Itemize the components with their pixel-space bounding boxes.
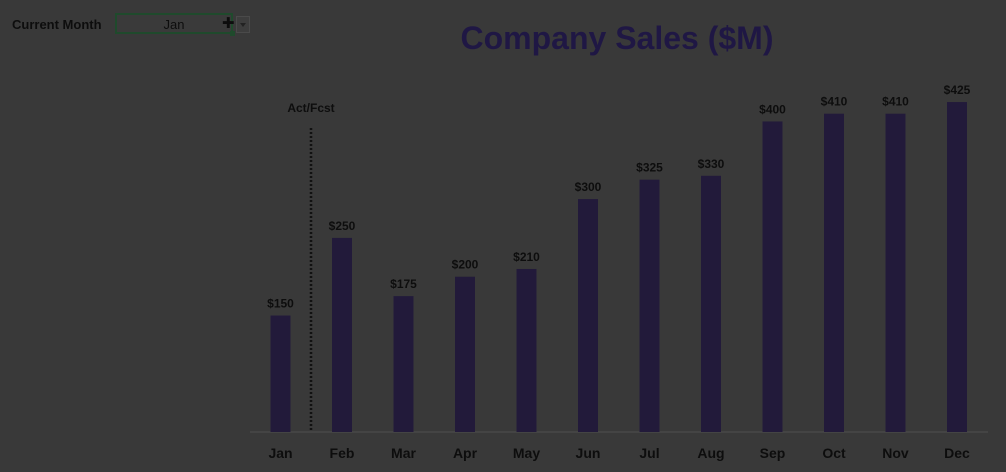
data-label: $400 bbox=[759, 102, 786, 116]
chevron-down-icon[interactable] bbox=[236, 16, 250, 33]
data-label: $175 bbox=[390, 277, 417, 291]
data-label: $200 bbox=[452, 258, 479, 272]
x-tick-label: Aug bbox=[697, 445, 724, 461]
x-tick-label: Oct bbox=[822, 445, 846, 461]
x-tick-label: Apr bbox=[453, 445, 478, 461]
data-label: $410 bbox=[821, 95, 848, 109]
x-tick-label: Sep bbox=[760, 445, 786, 461]
bar-jun bbox=[578, 199, 598, 432]
chart-title: Company Sales ($M) bbox=[461, 20, 774, 56]
x-tick-label: Jan bbox=[268, 445, 292, 461]
bar-nov bbox=[885, 113, 906, 432]
x-tick-label: Dec bbox=[944, 445, 970, 461]
bar-may bbox=[516, 268, 537, 432]
act-fcst-annotation: Act/Fcst bbox=[287, 101, 334, 115]
bar-feb bbox=[332, 237, 352, 432]
bar-sep bbox=[762, 121, 783, 433]
data-label: $410 bbox=[882, 95, 909, 109]
x-tick-label: Feb bbox=[330, 445, 355, 461]
data-label: $425 bbox=[944, 83, 971, 97]
bar-jul bbox=[639, 179, 660, 432]
data-label: $330 bbox=[698, 157, 725, 171]
data-label: $250 bbox=[329, 219, 356, 233]
x-tick-label: Jul bbox=[639, 445, 659, 461]
data-label: $150 bbox=[267, 297, 294, 311]
fill-handle[interactable] bbox=[230, 31, 235, 36]
bar-oct bbox=[824, 113, 844, 432]
x-tick-label: Nov bbox=[882, 445, 909, 461]
cross-cursor-icon: ✚ bbox=[222, 15, 235, 32]
x-tick-label: May bbox=[513, 445, 540, 461]
data-label: $210 bbox=[513, 250, 540, 264]
bar-dec bbox=[947, 102, 967, 432]
x-tick-label: Mar bbox=[391, 445, 416, 461]
data-label: $300 bbox=[575, 180, 602, 194]
month-dropdown-value: Jan bbox=[163, 17, 185, 32]
bar-series: $150 Jan $250 Feb $175 Mar $200 Apr $210 May $300 J… bbox=[267, 83, 971, 461]
bar-mar bbox=[393, 296, 414, 432]
bar-jan bbox=[270, 315, 291, 432]
bar-aug bbox=[701, 175, 721, 433]
data-label: $325 bbox=[636, 161, 663, 175]
month-dropdown[interactable]: Jan ✚ bbox=[115, 13, 235, 34]
bar-apr bbox=[455, 276, 475, 432]
current-month-label: Current Month bbox=[12, 17, 102, 32]
x-tick-label: Jun bbox=[576, 445, 601, 461]
